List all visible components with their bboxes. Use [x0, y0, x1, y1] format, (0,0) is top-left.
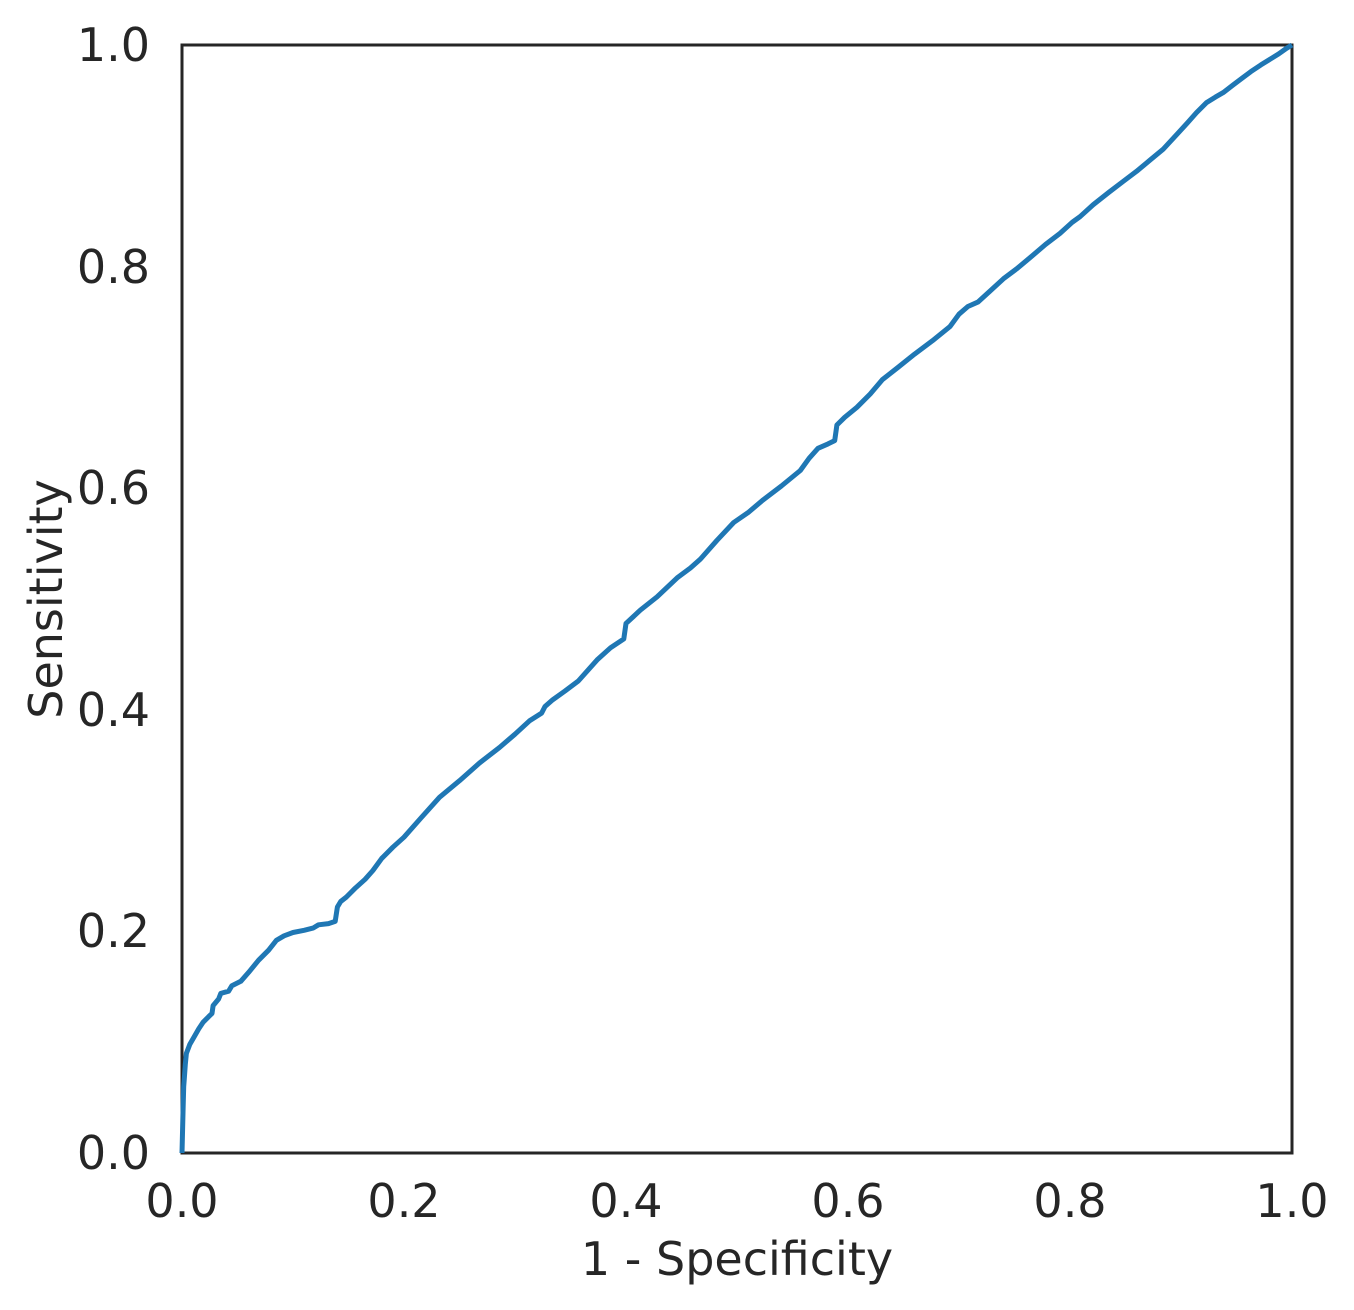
x-tick-label: 1.0	[1255, 1174, 1329, 1228]
x-tick-label: 0.4	[589, 1174, 663, 1228]
y-tick-label: 0.2	[76, 904, 150, 959]
y-tick-label: 0.4	[76, 682, 150, 737]
y-tick-label: 0.8	[76, 239, 150, 294]
x-tick-label: 0.0	[145, 1174, 219, 1228]
y-tick-label: 0.6	[76, 461, 150, 516]
y-tick-label: 0.0	[76, 1126, 150, 1180]
roc-curve-line	[179, 42, 1294, 1154]
x-tick-label: 0.2	[367, 1174, 441, 1228]
x-tick-label: 0.8	[1033, 1174, 1107, 1228]
x-tick-label: 0.6	[811, 1174, 885, 1228]
x-axis-label: 1 - Specificity	[580, 1232, 894, 1286]
y-axis-label: Sensitivity	[19, 479, 73, 719]
y-tick-label: 1.0	[76, 18, 150, 72]
plot-border	[180, 43, 1294, 1155]
